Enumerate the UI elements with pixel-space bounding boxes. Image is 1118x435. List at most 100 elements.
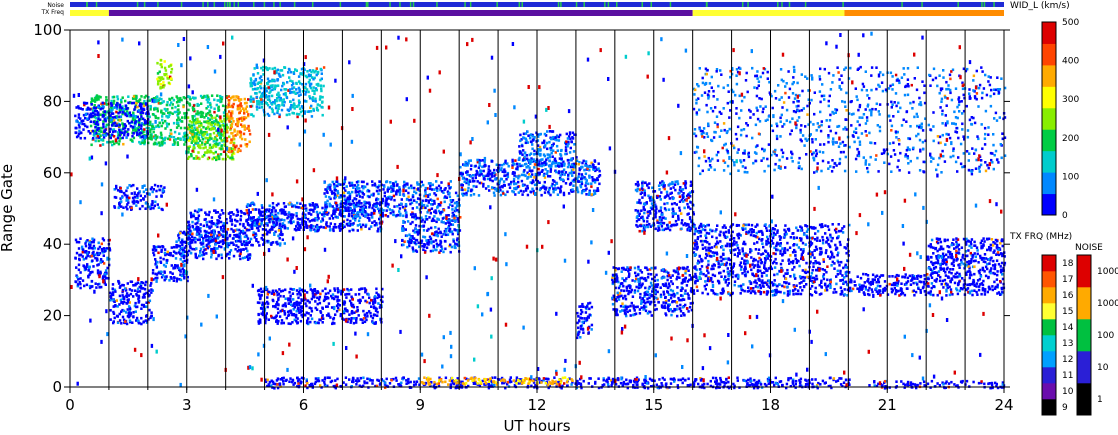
echo-cell <box>516 165 519 168</box>
echo-cell <box>323 192 326 195</box>
echo-cell <box>540 158 543 162</box>
echo-cell <box>739 292 742 295</box>
echo-cell <box>554 136 557 139</box>
echo-cell <box>651 196 654 200</box>
echo-cell <box>255 239 258 243</box>
echo-cell <box>501 170 504 173</box>
echo-cell <box>364 225 367 228</box>
echo-cell <box>542 161 546 165</box>
echo-cell <box>79 286 82 290</box>
echo-cell <box>567 140 570 144</box>
echo-cell <box>443 230 446 233</box>
echo-cell <box>373 295 377 298</box>
echo-cell <box>756 241 759 244</box>
echo-region <box>400 215 462 254</box>
echo-cell <box>110 292 113 296</box>
echo-cell <box>439 186 442 190</box>
echo-cell <box>767 279 771 282</box>
echo-cell <box>683 198 687 202</box>
echo-cell <box>550 146 553 150</box>
echo-cell <box>319 292 322 296</box>
echo-cell <box>522 132 526 136</box>
echo-cell <box>328 217 331 220</box>
echo-cell <box>533 163 537 166</box>
echo-cell <box>301 217 304 221</box>
echo-cell <box>80 245 84 249</box>
echo-cell <box>642 219 646 223</box>
echo-cell <box>416 229 420 232</box>
echo-cell <box>279 209 282 212</box>
echo-cell <box>88 267 91 270</box>
echo-cell <box>636 225 639 228</box>
echo-cell <box>763 264 766 267</box>
echo-cell <box>508 186 512 189</box>
echo-cell <box>638 283 641 287</box>
echo-cell <box>133 289 137 292</box>
echo-cell <box>494 173 497 176</box>
echo-cell <box>242 224 245 228</box>
echo-cell <box>172 267 175 270</box>
echo-cell <box>745 223 748 227</box>
echo-cell <box>197 228 200 231</box>
echo-cell <box>436 188 439 191</box>
echo-cell <box>279 228 282 232</box>
echo-cell <box>482 174 485 178</box>
echo-cell <box>150 288 153 291</box>
echo-cell <box>501 190 505 194</box>
echo-cell <box>192 238 195 242</box>
echo-cell <box>666 224 669 227</box>
echo-cell <box>732 262 736 265</box>
echo-cell <box>303 298 306 302</box>
echo-cell <box>347 206 350 209</box>
echo-cell <box>278 315 282 318</box>
echo-cell <box>174 264 177 267</box>
echo-cell <box>391 188 394 191</box>
echo-cell <box>403 207 406 210</box>
echo-cell <box>456 217 459 220</box>
echo-cell <box>101 277 105 280</box>
echo-cell <box>639 276 642 280</box>
echo-cell <box>521 164 524 167</box>
echo-cell <box>226 252 229 256</box>
echo-cell <box>354 219 357 222</box>
echo-cell <box>584 164 587 167</box>
echo-cell <box>841 274 844 277</box>
echo-cell <box>419 225 423 228</box>
echo-cell <box>623 279 626 282</box>
echo-cell <box>248 253 252 256</box>
echo-cell <box>288 299 292 302</box>
echo-cell <box>498 163 501 167</box>
echo-cell <box>288 291 291 294</box>
echo-cell <box>754 248 758 251</box>
echo-cell <box>94 256 97 260</box>
echo-cell <box>448 229 451 232</box>
echo-cell <box>789 236 792 239</box>
noise-strip-flag <box>409 2 412 7</box>
echo-cell <box>554 188 557 191</box>
echo-cell <box>659 206 663 209</box>
echo-cell <box>420 239 423 243</box>
echo-cell <box>348 192 352 196</box>
echo-cell <box>549 193 552 197</box>
echo-cell <box>216 241 219 245</box>
echo-cell <box>129 314 132 317</box>
echo-cell <box>456 201 459 205</box>
echo-cell <box>830 250 833 254</box>
echo-cell <box>692 289 695 293</box>
echo-cell <box>316 215 320 218</box>
echo-cell <box>398 203 401 207</box>
echo-cell <box>561 170 564 173</box>
echo-cell <box>685 199 688 202</box>
echo-cell <box>671 289 675 293</box>
echo-cell <box>439 249 442 252</box>
echo-cell <box>439 204 442 207</box>
echo-cell <box>532 160 535 163</box>
echo-cell <box>357 299 360 302</box>
echo-cell <box>328 204 332 208</box>
echo-cell <box>130 184 133 188</box>
echo-cell <box>187 238 190 241</box>
echo-cell <box>443 200 446 204</box>
echo-cell <box>675 223 679 226</box>
echo-cell <box>503 174 506 178</box>
echo-cell <box>273 215 276 218</box>
